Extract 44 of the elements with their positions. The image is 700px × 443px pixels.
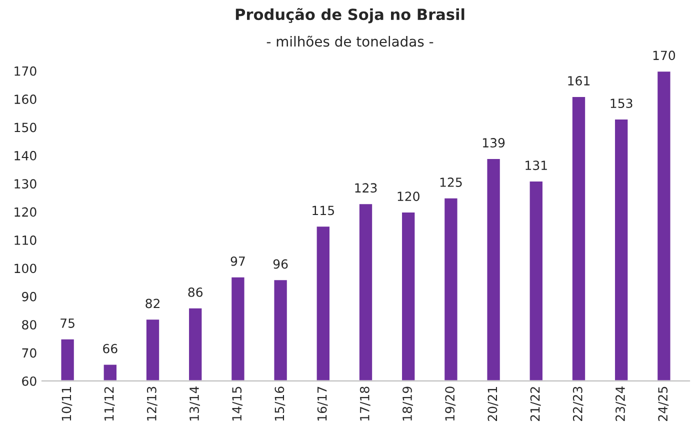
y-tick-label: 70 [22, 348, 36, 358]
x-tick-label: 22/23 [572, 386, 584, 421]
data-label: 86 [188, 287, 203, 297]
x-tick-label: 16/17 [317, 386, 328, 420]
y-tick-label: 100 [14, 264, 36, 274]
data-label: 96 [273, 259, 288, 269]
y-tick-label: 130 [14, 179, 36, 189]
chart-title: Produção de Soja no Brasil [236, 8, 464, 24]
y-tick-label: 120 [14, 207, 36, 217]
y-tick-label: 80 [22, 320, 36, 330]
data-label: 170 [653, 50, 676, 60]
x-tick-label: 19/20 [445, 386, 456, 420]
x-tick-label: 23/24 [616, 386, 626, 421]
x-tick-label: 15/16 [274, 386, 286, 420]
data-label: 120 [398, 192, 420, 202]
data-label: 66 [103, 344, 118, 354]
x-tick-label: 24/25 [658, 386, 669, 421]
data-label: 82 [146, 298, 160, 308]
x-tick-label: 21/22 [530, 387, 541, 421]
data-label: 75 [60, 318, 74, 328]
chart-subtitle: - milhões de toneladas - [266, 36, 434, 47]
data-label: 161 [568, 76, 590, 86]
y-tick-label: 150 [14, 122, 36, 132]
y-tick-label: 90 [22, 292, 36, 302]
x-tick-label: 18/19 [402, 386, 413, 420]
data-label: 115 [312, 206, 334, 216]
data-label: 131 [526, 160, 547, 170]
y-tick-label: 160 [14, 94, 36, 104]
data-label: 139 [482, 138, 505, 148]
y-tick-label: 140 [14, 150, 36, 160]
x-tick-label: 20/21 [488, 386, 498, 421]
data-label: 97 [230, 256, 245, 266]
x-tick-label: 11/12 [104, 387, 115, 420]
data-label: 125 [440, 178, 462, 187]
data-label: 123 [355, 183, 377, 193]
x-tick-label: 17/18 [360, 386, 370, 420]
x-tick-label: 10/11 [62, 386, 72, 420]
x-tick-label: 12/13 [146, 386, 158, 420]
data-label: 153 [610, 98, 632, 108]
y-tick-label: 170 [14, 66, 36, 76]
x-tick-label: 13/14 [190, 386, 200, 420]
x-tick-label: 14/15 [232, 386, 243, 420]
y-tick-label: 110 [14, 235, 36, 245]
y-tick-label: 60 [22, 376, 36, 386]
